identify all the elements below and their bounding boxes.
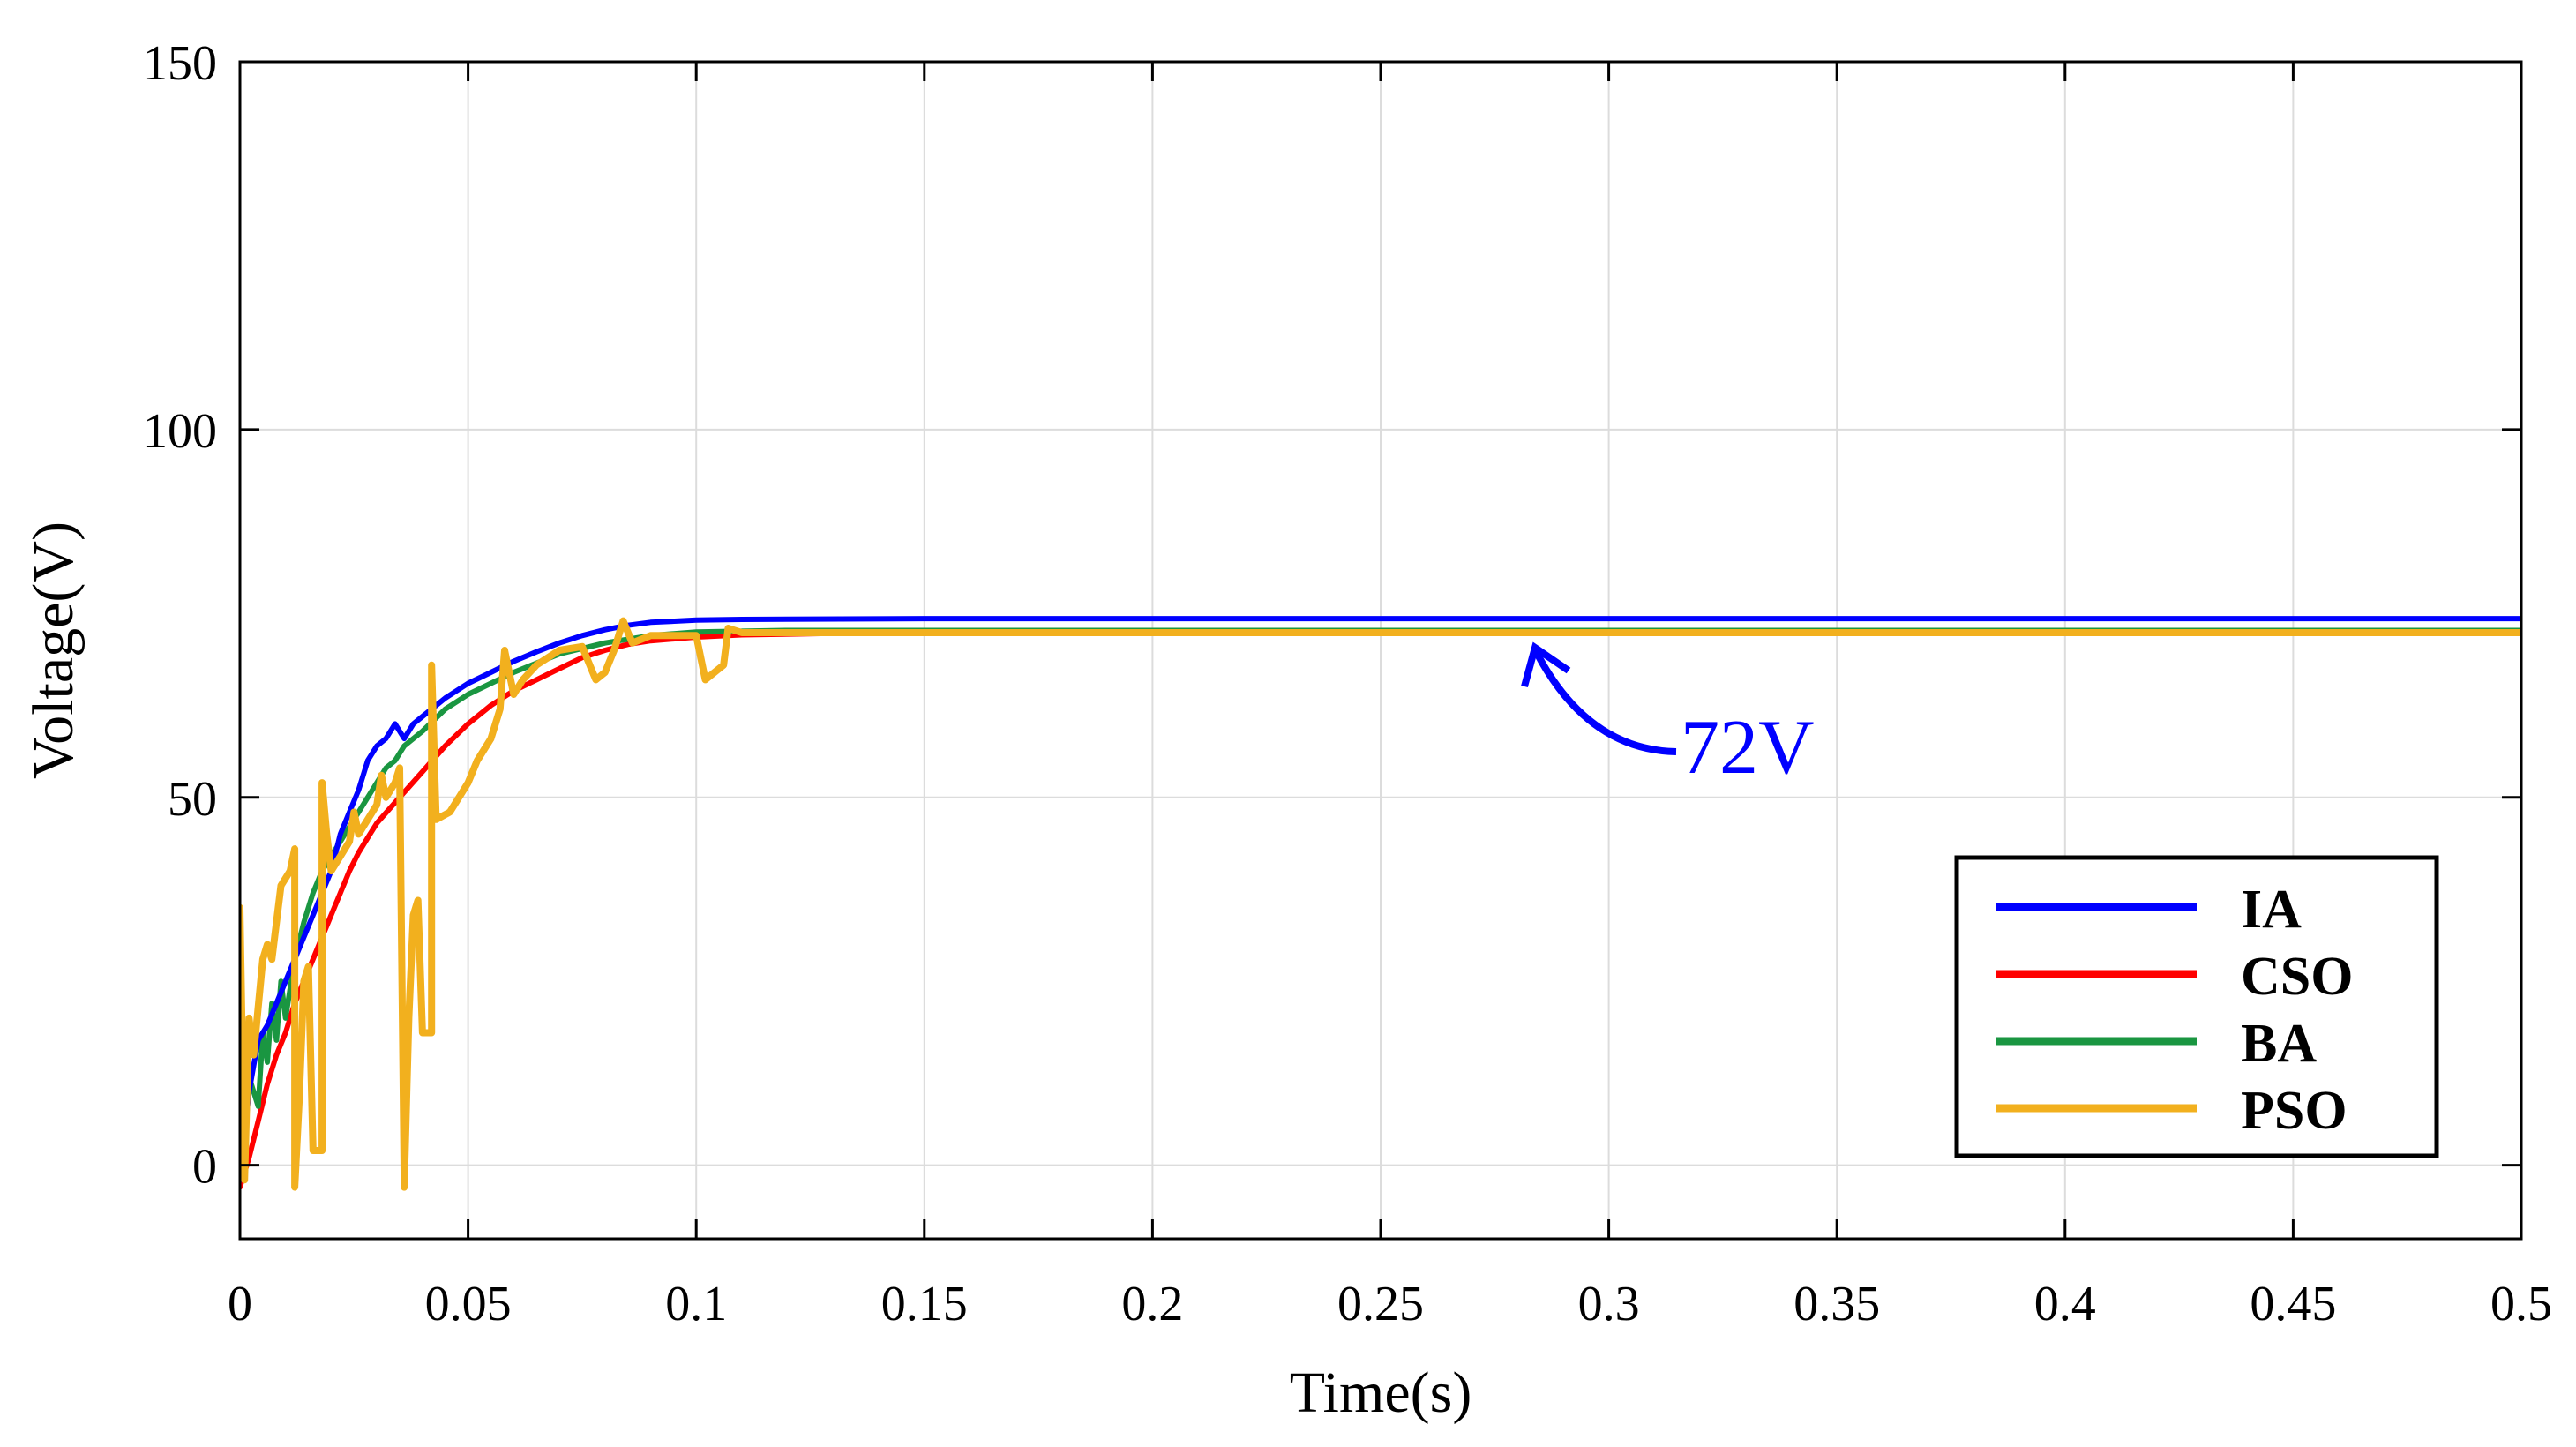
x-tick-label: 0.35 [1793,1277,1880,1331]
legend: IA CSO BA PSO [1954,855,2439,1158]
axis-ticks: 0 0.05 0.1 0.15 0.2 0.25 0.3 0.35 0.4 0.45 0.5 0 50 1… [143,36,2552,1331]
y-tick-label: 50 [168,772,217,827]
legend-label-cso: CSO [2241,947,2353,1007]
x-tick-label: 0.5 [2490,1277,2552,1331]
x-tick-label: 0.2 [1121,1277,1183,1331]
x-tick-label: 0.25 [1337,1277,1424,1331]
annotation-arrow [1533,651,1677,755]
series-line-pso [240,617,2521,1191]
series-layer [240,616,2521,1191]
x-tick-label: 0.4 [2034,1277,2096,1331]
x-tick-label: 0.05 [425,1277,512,1331]
x-tick-label: 0.45 [2250,1277,2336,1331]
y-tick-label: 150 [143,36,217,91]
x-tick-label: 0.3 [1578,1277,1640,1331]
legend-label-pso: PSO [2241,1081,2348,1141]
x-axis-title: Time(s) [1290,1361,1472,1425]
y-tick-label: 100 [143,404,217,459]
grid [240,62,2521,1239]
y-axis-title: Voltage(V) [21,521,86,779]
series-line-ia [240,616,2521,1183]
annotation-arrowhead [1521,641,1571,688]
x-tick-label: 0 [228,1277,252,1331]
legend-label-ia: IA [2241,880,2302,940]
annotation-label: 72V [1681,705,1815,791]
x-tick-label: 0.15 [881,1277,968,1331]
y-tick-label: 0 [192,1140,217,1195]
annotation: 72V [1521,641,1815,791]
legend-label-ba: BA [2241,1014,2317,1074]
x-tick-label: 0.1 [665,1277,727,1331]
